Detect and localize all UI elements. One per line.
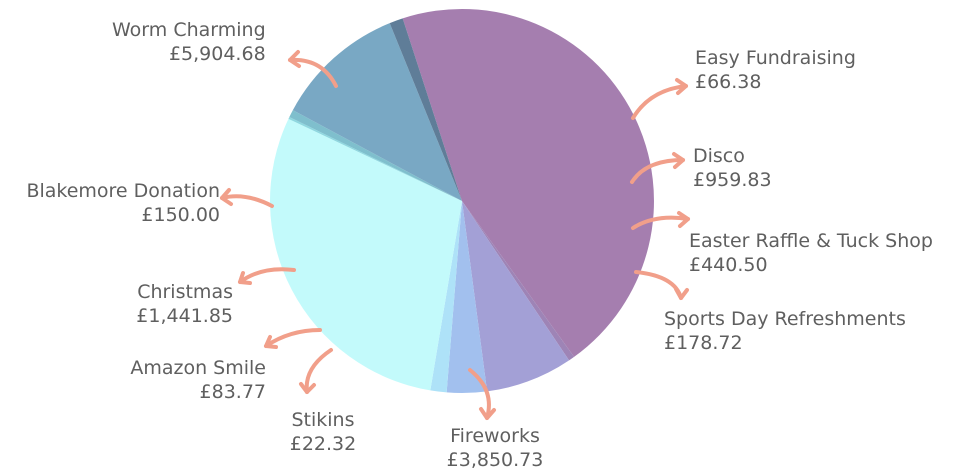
label-disco: Disco £959.83 [693, 144, 772, 192]
label-fireworks: Fireworks £3,850.73 [440, 424, 550, 472]
label-blakemore-donation: Blakemore Donation £150.00 [8, 179, 220, 227]
slice-label-name: Disco [693, 145, 745, 167]
label-christmas: Christmas £1,441.85 [118, 280, 233, 328]
arrow-worm-charming-head [288, 50, 301, 68]
arrow-blakemore-head [220, 188, 233, 206]
slice-label-name: Stikins [291, 409, 355, 431]
label-stikins: Stikins £22.32 [283, 408, 363, 456]
slice-label-name: Blakemore Donation [26, 180, 220, 202]
label-easter-raffle: Easter Raffle & Tuck Shop £440.50 [689, 229, 933, 277]
arrow-christmas-line [238, 267, 296, 284]
pie-slice-easter-raffle-tuck-shop [446, 201, 488, 393]
arrow-amazon-smile-head [264, 335, 278, 349]
slice-label-value: £22.32 [289, 433, 357, 455]
slice-label-name: Christmas [137, 281, 233, 303]
slice-label-value: £178.72 [664, 332, 743, 354]
pie-slice-disco [462, 201, 570, 392]
arrow-easter-raffle-head [677, 211, 690, 228]
pie-slice-fireworks [270, 118, 462, 391]
pie-slice-sports-day-refreshments [430, 201, 462, 393]
label-easy-fundraising: Easy Fundraising £66.38 [695, 46, 856, 94]
slice-label-value: £3,850.73 [446, 449, 544, 471]
label-sports-day: Sports Day Refreshments £178.72 [664, 307, 906, 355]
arrow-amazon-smile-line [264, 328, 322, 348]
arrow-christmas-head [238, 271, 252, 285]
slice-label-value: £1,441.85 [136, 305, 233, 327]
pie-slice-amazon-smile [289, 110, 462, 201]
arrow-fireworks-line [468, 368, 491, 420]
pie-slice-blakemore-donation [389, 18, 462, 202]
slice-label-value: £83.77 [199, 381, 266, 403]
slice-label-value: £5,904.68 [168, 43, 266, 65]
arrow-stikins-line [304, 348, 333, 394]
slice-label-value: £959.83 [693, 169, 772, 191]
slice-label-value: £66.38 [695, 71, 762, 93]
arrow-stikins-head [299, 382, 316, 394]
arrow-worm-charming-line [288, 57, 338, 88]
pie-slice-worm-charming [402, 9, 654, 357]
arrow-disco-head [672, 152, 685, 169]
pie-slice-easy-fundraising [462, 201, 575, 361]
slice-label-name: Worm Charming [112, 19, 266, 41]
pie-slices [270, 9, 654, 393]
arrow-easy-fundraising-head [675, 78, 688, 95]
slice-label-value: £150.00 [141, 204, 220, 226]
pie-slice-stikins [288, 116, 462, 201]
slice-label-value: £440.50 [689, 254, 768, 276]
slice-label-name: Sports Day Refreshments [664, 308, 906, 330]
slice-label-name: Amazon Smile [130, 357, 266, 379]
arrow-easter-raffle-line [631, 215, 690, 230]
arrow-sports-day-head [674, 287, 689, 300]
arrow-easy-fundraising-line [631, 84, 688, 120]
slice-label-name: Easy Fundraising [695, 47, 856, 69]
arrow-fireworks-head [479, 407, 496, 420]
pie-slice-christmas [292, 23, 462, 201]
slice-label-name: Fireworks [450, 425, 540, 447]
arrow-sports-day-line [634, 270, 683, 300]
slice-label-name: Easter Raffle & Tuck Shop [689, 230, 933, 252]
arrow-blakemore-line [220, 194, 274, 208]
arrow-disco-line [630, 158, 685, 184]
label-amazon-smile: Amazon Smile £83.77 [110, 356, 266, 404]
label-worm-charming: Worm Charming £5,904.68 [112, 18, 266, 66]
label-arrows [220, 50, 690, 420]
